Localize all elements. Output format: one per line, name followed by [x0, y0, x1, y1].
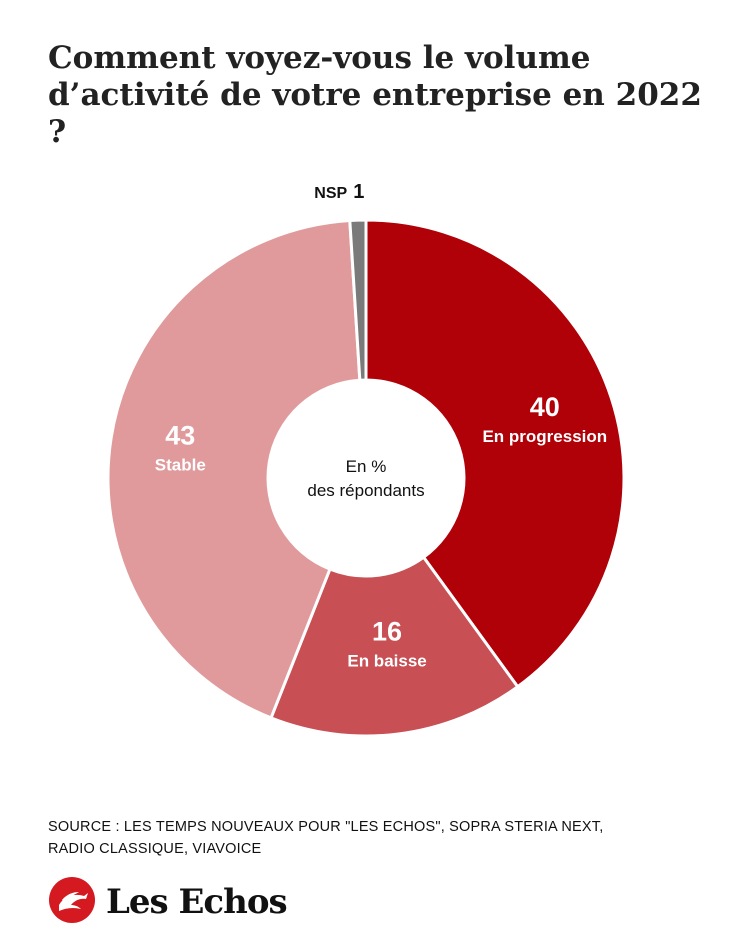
category-label-en-baisse: En baisse	[347, 652, 426, 671]
chart-title: Comment voyez-vous le volume d’activité …	[48, 40, 708, 151]
slice-nsp	[348, 218, 368, 382]
brand-name: Les Echos	[106, 882, 288, 922]
slice-stable	[106, 218, 362, 720]
category-label-stable: Stable	[155, 456, 206, 475]
center-label-line-1: En %	[346, 457, 387, 476]
rooster-icon	[49, 877, 95, 923]
slice-en-baisse	[269, 555, 520, 738]
donut-slices	[106, 218, 626, 738]
center-label-line-2: des répondants	[307, 481, 424, 500]
source-note: SOURCE : LES TEMPS NOUVEAUX POUR "LES EC…	[48, 816, 708, 860]
category-label-nsp: NSP	[314, 185, 347, 202]
value-label-nsp: 1	[353, 181, 364, 203]
slice-labels: 40 En progression 16 En baisse 43 Stable NSP 1	[155, 181, 607, 671]
value-label-en-progression: 40	[530, 392, 560, 422]
value-label-stable: 43	[165, 421, 195, 451]
source-line-1: SOURCE : LES TEMPS NOUVEAUX POUR "LES EC…	[48, 819, 604, 835]
value-label-en-baisse: 16	[372, 617, 402, 647]
chart-title-line-2: d’activité de votre entreprise en 2022 ?	[48, 77, 702, 150]
source-line-2: RADIO CLASSIQUE, VIAVOICE	[48, 841, 262, 857]
les-echos-logo[interactable]: Les Echos	[48, 872, 308, 928]
category-label-en-progression: En progression	[482, 427, 607, 446]
chart-title-line-1: Comment voyez-vous le volume	[48, 40, 591, 76]
slice-en-progression	[364, 218, 626, 689]
